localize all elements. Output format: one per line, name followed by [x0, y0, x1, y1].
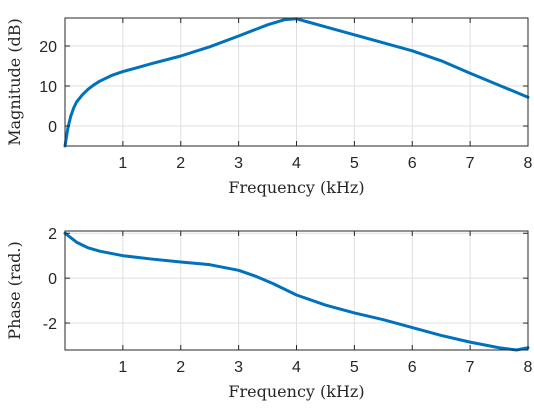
magnitude-xtick-label: 7	[466, 155, 475, 172]
phase-series-line	[63, 231, 530, 352]
magnitude-xtick-label: 4	[292, 155, 301, 172]
magnitude-xtick-label: 2	[176, 155, 185, 172]
magnitude-xtick-label: 1	[118, 155, 127, 172]
phase-xtick-label: 7	[466, 359, 475, 376]
phase-plot: 1 2 3 4 5 6 7 8 2 0 -2 Frequency (kHz) Phase (rad.)	[5, 226, 533, 401]
phase-ytick-label: 0	[48, 271, 57, 288]
magnitude-xtick-label: 3	[234, 155, 243, 172]
phase-xtick-label: 6	[408, 359, 417, 376]
magnitude-ytick-label: 20	[39, 39, 57, 56]
phase-xtick-label: 3	[234, 359, 243, 376]
phase-ytick-label: 2	[48, 226, 57, 243]
magnitude-plot: 1 2 3 4 5 6 7 8 0 10 20 Frequency (kHz) Magnitude (d…	[5, 17, 533, 197]
magnitude-xlabel: Frequency (kHz)	[228, 178, 364, 197]
magnitude-xtick-label: 6	[408, 155, 417, 172]
phase-ytick-label: -2	[43, 316, 57, 333]
phase-xlabel: Frequency (kHz)	[228, 382, 364, 401]
magnitude-xtick-label: 5	[350, 155, 359, 172]
phase-xtick-label: 1	[118, 359, 127, 376]
magnitude-xtick-label: 8	[524, 155, 533, 172]
phase-xtick-label: 5	[350, 359, 359, 376]
phase-ylabel: Phase (rad.)	[5, 241, 24, 339]
magnitude-ytick-label: 0	[48, 119, 57, 136]
magnitude-ylabel: Magnitude (dB)	[5, 18, 24, 146]
phase-xtick-label: 2	[176, 359, 185, 376]
magnitude-ytick-label: 10	[39, 79, 57, 96]
magnitude-series-line	[63, 17, 530, 148]
phase-xtick-label: 4	[292, 359, 301, 376]
phase-xtick-label: 8	[524, 359, 533, 376]
